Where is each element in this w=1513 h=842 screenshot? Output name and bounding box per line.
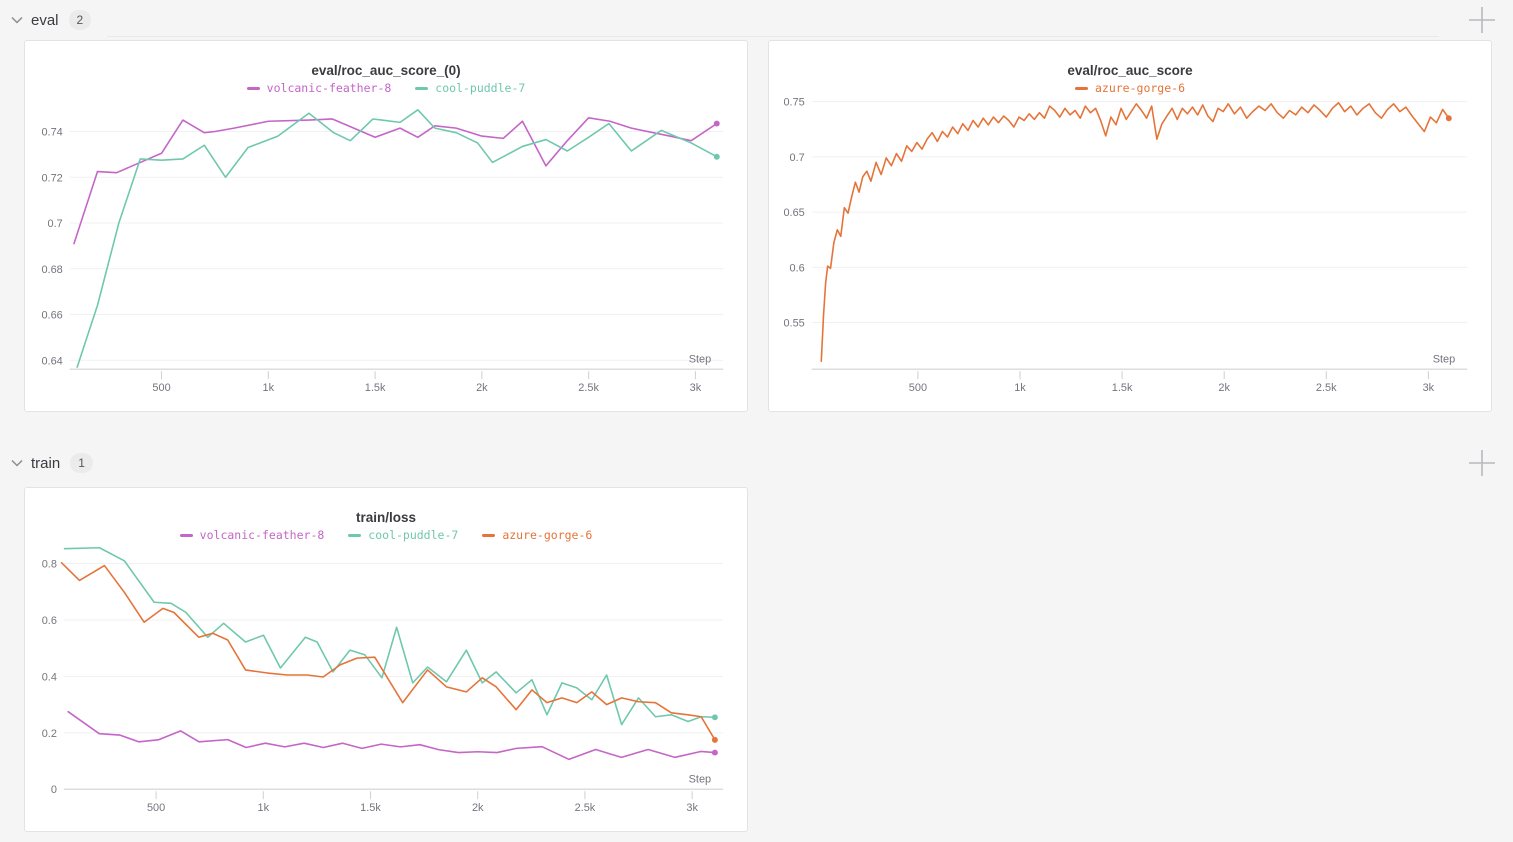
section-divider xyxy=(107,36,1439,37)
svg-text:0.8: 0.8 xyxy=(42,559,57,571)
svg-text:0.7: 0.7 xyxy=(790,152,805,164)
section-title-train[interactable]: train xyxy=(31,454,61,472)
series-line-cool-puddle-7 xyxy=(76,109,718,368)
section-header-train: train 1 xyxy=(0,443,1513,483)
legend-swatch xyxy=(415,86,429,90)
svg-text:1.5k: 1.5k xyxy=(365,382,386,394)
svg-text:1k: 1k xyxy=(258,802,270,814)
chart-plot: 0.55 0.6 0.65 0.7 0.75 500 1k 1.5k 2k 2.5k 3k Step xyxy=(783,97,1468,394)
svg-text:2.5k: 2.5k xyxy=(578,382,599,394)
svg-text:0.7: 0.7 xyxy=(48,218,63,230)
legend-item[interactable]: cool-puddle-7 xyxy=(348,528,458,542)
chart-title: train/loss xyxy=(355,510,417,525)
legend-item[interactable]: volcanic-feather-8 xyxy=(246,81,392,95)
panel-count-badge: 1 xyxy=(70,453,93,473)
series-line-azure-gorge-6 xyxy=(820,101,1450,362)
panel-count-badge: 2 xyxy=(68,10,92,30)
series-line-volcanic-feather-8 xyxy=(67,710,716,761)
series-line-azure-gorge-6 xyxy=(60,561,716,741)
svg-text:Step: Step xyxy=(689,353,712,365)
svg-text:500: 500 xyxy=(152,382,170,394)
section-eval: eval 2 0.64 0.66 0.68 0.7 0.72 0.74 500 1k 1.5k 2… xyxy=(0,0,1513,412)
legend-item[interactable]: azure-gorge-6 xyxy=(1074,81,1185,95)
chart-legend: azure-gorge-6 xyxy=(769,81,1491,95)
eval-panels-row: 0.64 0.66 0.68 0.7 0.72 0.74 500 1k 1.5k 2k 2.5k 3k… xyxy=(0,40,1513,412)
svg-text:3k: 3k xyxy=(686,802,698,814)
legend-item[interactable]: cool-puddle-7 xyxy=(415,81,525,95)
svg-text:0.75: 0.75 xyxy=(783,97,804,109)
add-panel-button[interactable] xyxy=(1465,446,1499,480)
svg-text:0.65: 0.65 xyxy=(783,207,804,219)
legend-run-name: volcanic-feather-8 xyxy=(266,81,392,95)
svg-text:1.5k: 1.5k xyxy=(1112,382,1133,394)
svg-text:3k: 3k xyxy=(1423,382,1435,394)
legend-run-name: volcanic-feather-8 xyxy=(199,528,325,542)
svg-text:Step: Step xyxy=(1433,353,1456,365)
chart-title: eval/roc_auc_score xyxy=(1067,63,1193,78)
svg-text:2k: 2k xyxy=(476,382,488,394)
chart-panel-eval-roc-auc-score-0[interactable]: 0.64 0.66 0.68 0.7 0.72 0.74 500 1k 1.5k 2k 2.5k 3k… xyxy=(24,40,748,412)
series-end-dot-volcanic-feather-8 xyxy=(713,120,720,127)
chart-plot: 0 0.2 0.4 0.6 0.8 500 1k 1.5k 2k 2.5k 3k Step xyxy=(42,546,724,814)
legend-run-name: azure-gorge-6 xyxy=(502,528,593,542)
legend-item[interactable]: volcanic-feather-8 xyxy=(179,528,325,542)
chart-panel-train-loss[interactable]: 0 0.2 0.4 0.6 0.8 500 1k 1.5k 2k 2.5k 3k Step train… xyxy=(24,487,748,832)
section-train: train 1 0 0.2 0.4 0.6 0.8 500 1k 1.5k 2k 2.5k 3k St… xyxy=(0,443,1513,832)
svg-text:0.74: 0.74 xyxy=(41,127,62,139)
series-end-dot-cool-puddle-7 xyxy=(713,153,720,160)
chart-panel-eval-roc-auc-score[interactable]: 0.55 0.6 0.65 0.7 0.75 500 1k 1.5k 2k 2.5k 3k Step … xyxy=(768,40,1492,412)
legend-swatch xyxy=(482,533,496,537)
series-line-cool-puddle-7 xyxy=(63,546,716,726)
series-end-dot-azure-gorge-6 xyxy=(711,736,718,743)
chevron-down-icon[interactable] xyxy=(9,16,24,24)
train-panels-row: 0 0.2 0.4 0.6 0.8 500 1k 1.5k 2k 2.5k 3k Step train… xyxy=(0,487,1513,832)
svg-text:0.6: 0.6 xyxy=(790,262,805,274)
svg-text:0.72: 0.72 xyxy=(41,172,62,184)
svg-text:0.4: 0.4 xyxy=(42,671,57,683)
svg-text:500: 500 xyxy=(909,382,927,394)
chart-plot: 0.64 0.66 0.68 0.7 0.72 0.74 500 1k 1.5k 2k 2.5k 3k… xyxy=(41,109,724,394)
svg-text:0: 0 xyxy=(51,784,57,796)
chart-legend: volcanic-feather-8 cool-puddle-7 xyxy=(25,81,747,95)
legend-run-name: cool-puddle-7 xyxy=(368,528,459,542)
series-end-dot-cool-puddle-7 xyxy=(711,714,718,721)
legend-item[interactable]: azure-gorge-6 xyxy=(482,528,592,542)
legend-swatch xyxy=(348,533,362,537)
add-panel-button[interactable] xyxy=(1465,3,1499,37)
svg-text:2.5k: 2.5k xyxy=(1316,382,1337,394)
chevron-down-icon[interactable] xyxy=(9,459,24,467)
svg-text:1k: 1k xyxy=(1014,382,1026,394)
svg-text:0.66: 0.66 xyxy=(41,310,62,322)
series-end-dot-volcanic-feather-8 xyxy=(711,749,718,756)
section-header-eval: eval 2 xyxy=(0,0,1513,40)
svg-text:2k: 2k xyxy=(472,802,484,814)
legend-swatch xyxy=(1074,86,1088,90)
legend-swatch xyxy=(246,86,260,90)
svg-text:1.5k: 1.5k xyxy=(360,802,381,814)
series-line-volcanic-feather-8 xyxy=(73,116,718,245)
svg-text:0.64: 0.64 xyxy=(41,355,62,367)
svg-text:2.5k: 2.5k xyxy=(575,802,596,814)
svg-text:0.68: 0.68 xyxy=(41,264,62,276)
svg-text:0.2: 0.2 xyxy=(42,728,57,740)
svg-text:500: 500 xyxy=(147,802,165,814)
svg-text:1k: 1k xyxy=(263,382,275,394)
legend-swatch xyxy=(179,533,193,537)
svg-text:2k: 2k xyxy=(1218,382,1230,394)
section-title-eval[interactable]: eval xyxy=(31,11,59,29)
section-divider xyxy=(109,479,1439,480)
svg-text:Step: Step xyxy=(689,773,711,785)
legend-run-name: cool-puddle-7 xyxy=(435,81,526,95)
chart-title: eval/roc_auc_score_(0) xyxy=(311,63,461,78)
svg-text:0.55: 0.55 xyxy=(783,317,804,329)
series-end-dot-azure-gorge-6 xyxy=(1445,115,1452,122)
legend-run-name: azure-gorge-6 xyxy=(1094,81,1185,95)
svg-text:0.6: 0.6 xyxy=(42,615,57,627)
chart-legend: volcanic-feather-8 cool-puddle-7 azure-gor… xyxy=(25,528,747,542)
svg-text:3k: 3k xyxy=(690,382,702,394)
